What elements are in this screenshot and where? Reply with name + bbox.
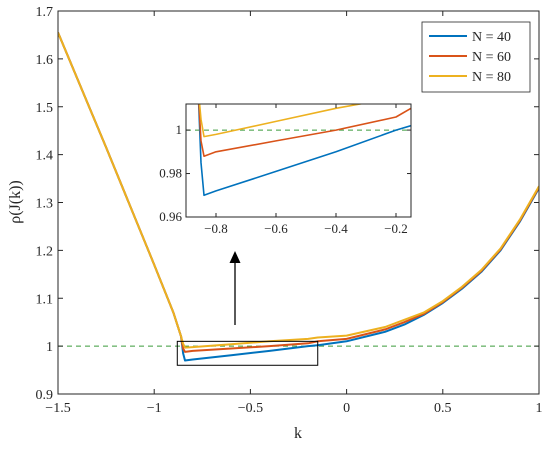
inset-y-tick-label: 0.96 <box>159 209 182 224</box>
inset-y-tick-label: 1 <box>176 122 183 137</box>
inset-y-tick-label: 0.98 <box>159 166 182 181</box>
inset-ticks-group: −0.8 −0.6 −0.4 −0.2 0.96 0.98 1 <box>159 104 411 236</box>
series-line-n80 <box>58 32 539 349</box>
y-tick-label: 1.1 <box>36 292 54 307</box>
inset-frame <box>185 103 412 218</box>
x-tick-label: −1 <box>147 401 162 416</box>
y-tick-label: 1.7 <box>36 5 54 20</box>
x-tick-label: 0.5 <box>434 401 452 416</box>
inset-area <box>186 104 411 217</box>
y-axis-label: ρ(J(k)) <box>7 180 24 224</box>
y-tick-label: 0.9 <box>36 388 54 403</box>
inset-x-tick-label: −0.6 <box>264 221 288 236</box>
y-tick-label: 1 <box>46 340 53 355</box>
legend-label-n80: N = 80 <box>472 70 511 85</box>
legend-label-n40: N = 40 <box>472 30 511 45</box>
y-tick-label: 1.3 <box>36 197 54 212</box>
y-tick-label: 1.2 <box>36 244 54 259</box>
x-axis-label: k <box>294 425 302 442</box>
legend: N = 40 N = 60 N = 80 <box>421 21 531 93</box>
x-tick-label: 1 <box>536 401 543 416</box>
y-tick-label: 1.5 <box>36 101 54 116</box>
x-tick-label: −0.5 <box>238 401 263 416</box>
main-ticks-group: −1.5 −1 −0.5 0 0.5 1 0.9 1 1.1 1.2 1.3 1.4 1.5 1.6 1.7 <box>36 5 543 416</box>
y-tick-label: 1.4 <box>36 149 54 164</box>
inset-series-line-n60 <box>198 104 411 157</box>
x-tick-label: 0 <box>343 401 350 416</box>
legend-label-n60: N = 60 <box>472 50 511 65</box>
zoom-arrow-head <box>229 251 241 263</box>
inset-series-group <box>186 104 411 197</box>
main-series-group <box>58 32 539 362</box>
inset-x-tick-label: −0.4 <box>324 221 348 236</box>
zoom-box <box>176 340 319 366</box>
x-tick-label: −1.5 <box>45 401 70 416</box>
inset-series-line-n40 <box>197 104 411 197</box>
y-tick-label: 1.6 <box>36 53 54 68</box>
inset-x-tick-label: −0.8 <box>204 221 228 236</box>
inset-x-tick-label: −0.2 <box>384 221 408 236</box>
